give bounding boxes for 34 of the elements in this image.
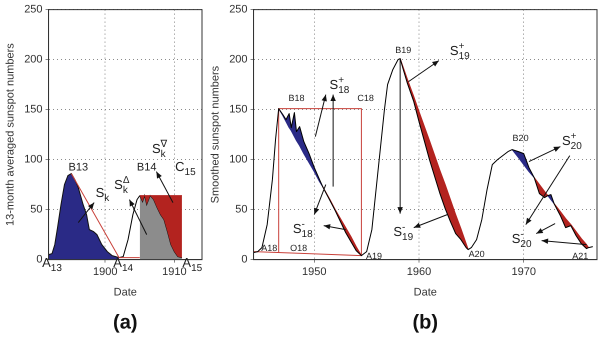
- y-tick-label: 50: [30, 204, 43, 216]
- y-tick-label: 250: [229, 4, 248, 16]
- y-tick-label: 200: [24, 54, 43, 66]
- x-tick-label: 1970: [511, 266, 536, 278]
- x-tick-label: 1900: [92, 266, 118, 278]
- y-axis-title: 13-month averaged sunspot numbers: [4, 42, 17, 226]
- annotation: B14: [136, 162, 156, 174]
- y-tick-label: 0: [241, 254, 248, 266]
- annotation: B19: [395, 45, 412, 56]
- y-axis-title: Smoothed sunspot numbers: [210, 65, 222, 204]
- y-tick-label: 0: [36, 254, 43, 266]
- x-tick-label: 1960: [406, 266, 432, 278]
- x-tick-label: 1910: [162, 266, 187, 278]
- annotation: O18: [290, 243, 308, 254]
- x-axis-title: Date: [414, 286, 437, 298]
- y-tick-label: 50: [235, 204, 248, 216]
- text: (b): [412, 312, 438, 334]
- annotation: A19: [366, 251, 382, 262]
- x-axis-title: Date: [114, 286, 137, 298]
- annotation: B20: [512, 133, 529, 144]
- y-tick-label: 150: [24, 104, 43, 116]
- annotation: A18: [261, 243, 278, 254]
- text: (a): [113, 312, 138, 334]
- y-tick-label: 100: [24, 154, 43, 166]
- y-tick-label: 200: [229, 54, 248, 66]
- annotation: B18: [288, 93, 304, 104]
- y-tick-label: 150: [229, 104, 248, 116]
- annotation: B13: [68, 162, 88, 174]
- annotation: C18: [357, 93, 374, 104]
- y-tick-label: 100: [229, 154, 248, 166]
- annotation: A20: [468, 249, 485, 260]
- y-tick-label: 250: [24, 4, 43, 16]
- x-tick-label: 1950: [302, 266, 327, 278]
- annotation: A21: [572, 251, 588, 262]
